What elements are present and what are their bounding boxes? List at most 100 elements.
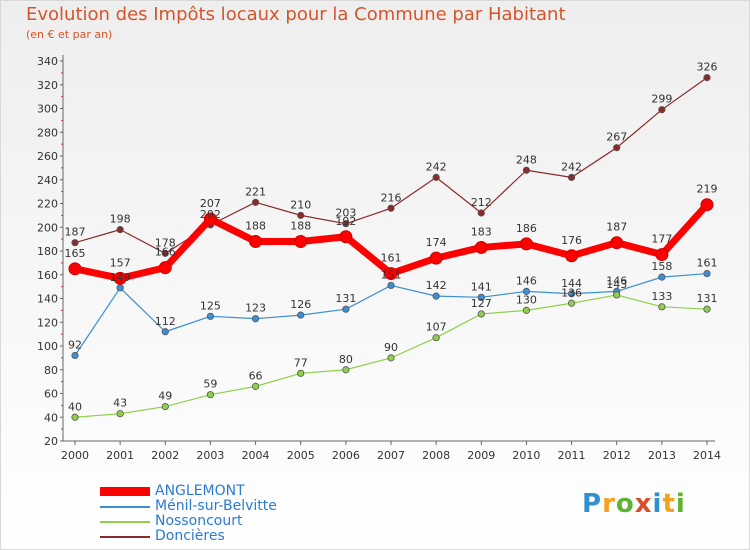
data-point-m-nil-sur-belvitte [703,269,711,278]
data-point-anglemont [339,230,353,244]
data-label-nossoncourt: 133 [651,290,672,303]
data-point-m-nil-sur-belvitte [658,273,666,281]
data-label-nossoncourt: 80 [339,353,353,366]
data-point-anglemont [294,235,308,248]
data-point-nossoncourt [342,366,350,374]
data-label-nossoncourt: 43 [113,397,127,410]
data-label-donci-res: 203 [335,207,356,220]
data-label-nossoncourt: 143 [606,278,627,291]
x-tick-label: 2005 [287,449,315,462]
data-label-m-nil-sur-belvitte: 146 [516,274,537,287]
data-point-nossoncourt [71,413,79,421]
data-label-donci-res: 212 [471,196,492,209]
data-point-anglemont [610,236,624,250]
data-point-m-nil-sur-belvitte [161,328,169,336]
y-tick-label: 20 [44,435,58,448]
data-label-nossoncourt: 136 [561,286,582,299]
x-tick-label: 2012 [603,449,631,462]
data-label-donci-res: 326 [697,61,718,74]
data-point-donci-res [297,211,305,219]
data-label-donci-res: 178 [155,236,176,249]
y-tick-label: 260 [37,150,58,163]
legend-swatch [100,487,150,496]
data-point-anglemont [203,212,217,226]
axes: 2040608010012014016018020022024026028030… [37,55,721,462]
data-point-nossoncourt [432,334,440,342]
data-label-m-nil-sur-belvitte: 158 [651,260,672,273]
data-point-nossoncourt [658,303,666,311]
data-label-donci-res: 187 [65,226,86,239]
data-label-nossoncourt: 90 [384,341,398,354]
legend-label: ANGLEMONT [155,483,245,499]
data-point-m-nil-sur-belvitte [206,312,215,320]
data-point-donci-res [613,144,621,152]
data-label-nossoncourt: 130 [516,293,537,306]
x-tick-label: 2013 [648,449,676,462]
data-label-m-nil-sur-belvitte: 146 [606,274,627,287]
data-label-nossoncourt: 131 [697,292,718,305]
x-tick-label: 2003 [196,449,224,462]
data-point-nossoncourt [567,299,576,307]
y-tick-label: 140 [37,293,58,306]
data-label-m-nil-sur-belvitte: 126 [290,298,311,311]
x-tick-label: 2002 [151,449,179,462]
x-tick-label: 2014 [693,449,721,462]
data-label-anglemont: 174 [426,236,447,249]
data-point-m-nil-sur-belvitte [251,315,260,323]
data-label-anglemont: 186 [516,222,537,235]
data-label-donci-res: 210 [290,198,311,211]
y-tick-label: 300 [37,103,58,116]
data-point-donci-res [477,209,485,217]
data-point-m-nil-sur-belvitte [342,305,350,313]
data-point-donci-res [567,173,576,181]
data-label-m-nil-sur-belvitte: 161 [697,257,718,270]
legend-label: Ménil-sur-Belvitte [155,498,277,514]
data-point-anglemont [565,249,579,263]
legend-swatch [100,506,150,508]
series-layer [68,74,714,421]
data-point-nossoncourt [703,305,711,313]
data-label-anglemont: 188 [290,220,311,233]
data-label-nossoncourt: 40 [68,400,82,413]
data-point-nossoncourt [387,354,395,362]
data-label-nossoncourt: 107 [426,321,447,334]
chart-title: Evolution des Impôts locaux pour la Comm… [26,4,566,25]
data-label-nossoncourt: 77 [294,356,308,369]
data-point-nossoncourt [522,306,531,314]
legend-label: Doncières [155,528,225,544]
x-tick-label: 2007 [377,449,405,462]
data-point-m-nil-sur-belvitte [71,351,79,360]
data-labels-layer: 187 198 178 202 221 210 203 216 242 212 248 242 267 2… [65,61,718,414]
data-point-nossoncourt [251,382,260,390]
data-point-m-nil-sur-belvitte [387,281,395,290]
data-point-donci-res [522,166,531,174]
y-tick-label: 320 [37,79,58,92]
data-label-anglemont: 165 [65,247,86,260]
data-label-donci-res: 216 [381,191,402,204]
data-label-m-nil-sur-belvitte: 125 [200,299,221,312]
y-tick-label: 200 [37,221,58,234]
data-point-donci-res [161,249,169,257]
y-tick-label: 160 [37,269,58,282]
data-point-anglemont [158,261,172,275]
data-point-anglemont [68,262,82,276]
data-label-nossoncourt: 127 [471,297,492,310]
data-label-anglemont: 192 [335,215,356,228]
data-point-anglemont [429,251,443,265]
data-label-m-nil-sur-belvitte: 149 [110,271,131,284]
data-label-anglemont: 157 [110,256,131,269]
y-tick-label: 240 [37,174,58,187]
x-tick-label: 2004 [242,449,270,462]
data-point-anglemont [519,237,533,251]
data-label-anglemont: 161 [381,252,402,265]
data-point-m-nil-sur-belvitte [116,284,124,292]
data-label-donci-res: 242 [561,160,582,173]
data-point-anglemont [655,248,669,262]
data-label-donci-res: 299 [651,93,672,106]
data-point-nossoncourt [116,410,124,418]
legend-swatch [100,536,150,538]
data-label-donci-res: 221 [245,185,266,198]
data-label-nossoncourt: 66 [249,369,263,382]
data-point-nossoncourt [297,369,305,377]
